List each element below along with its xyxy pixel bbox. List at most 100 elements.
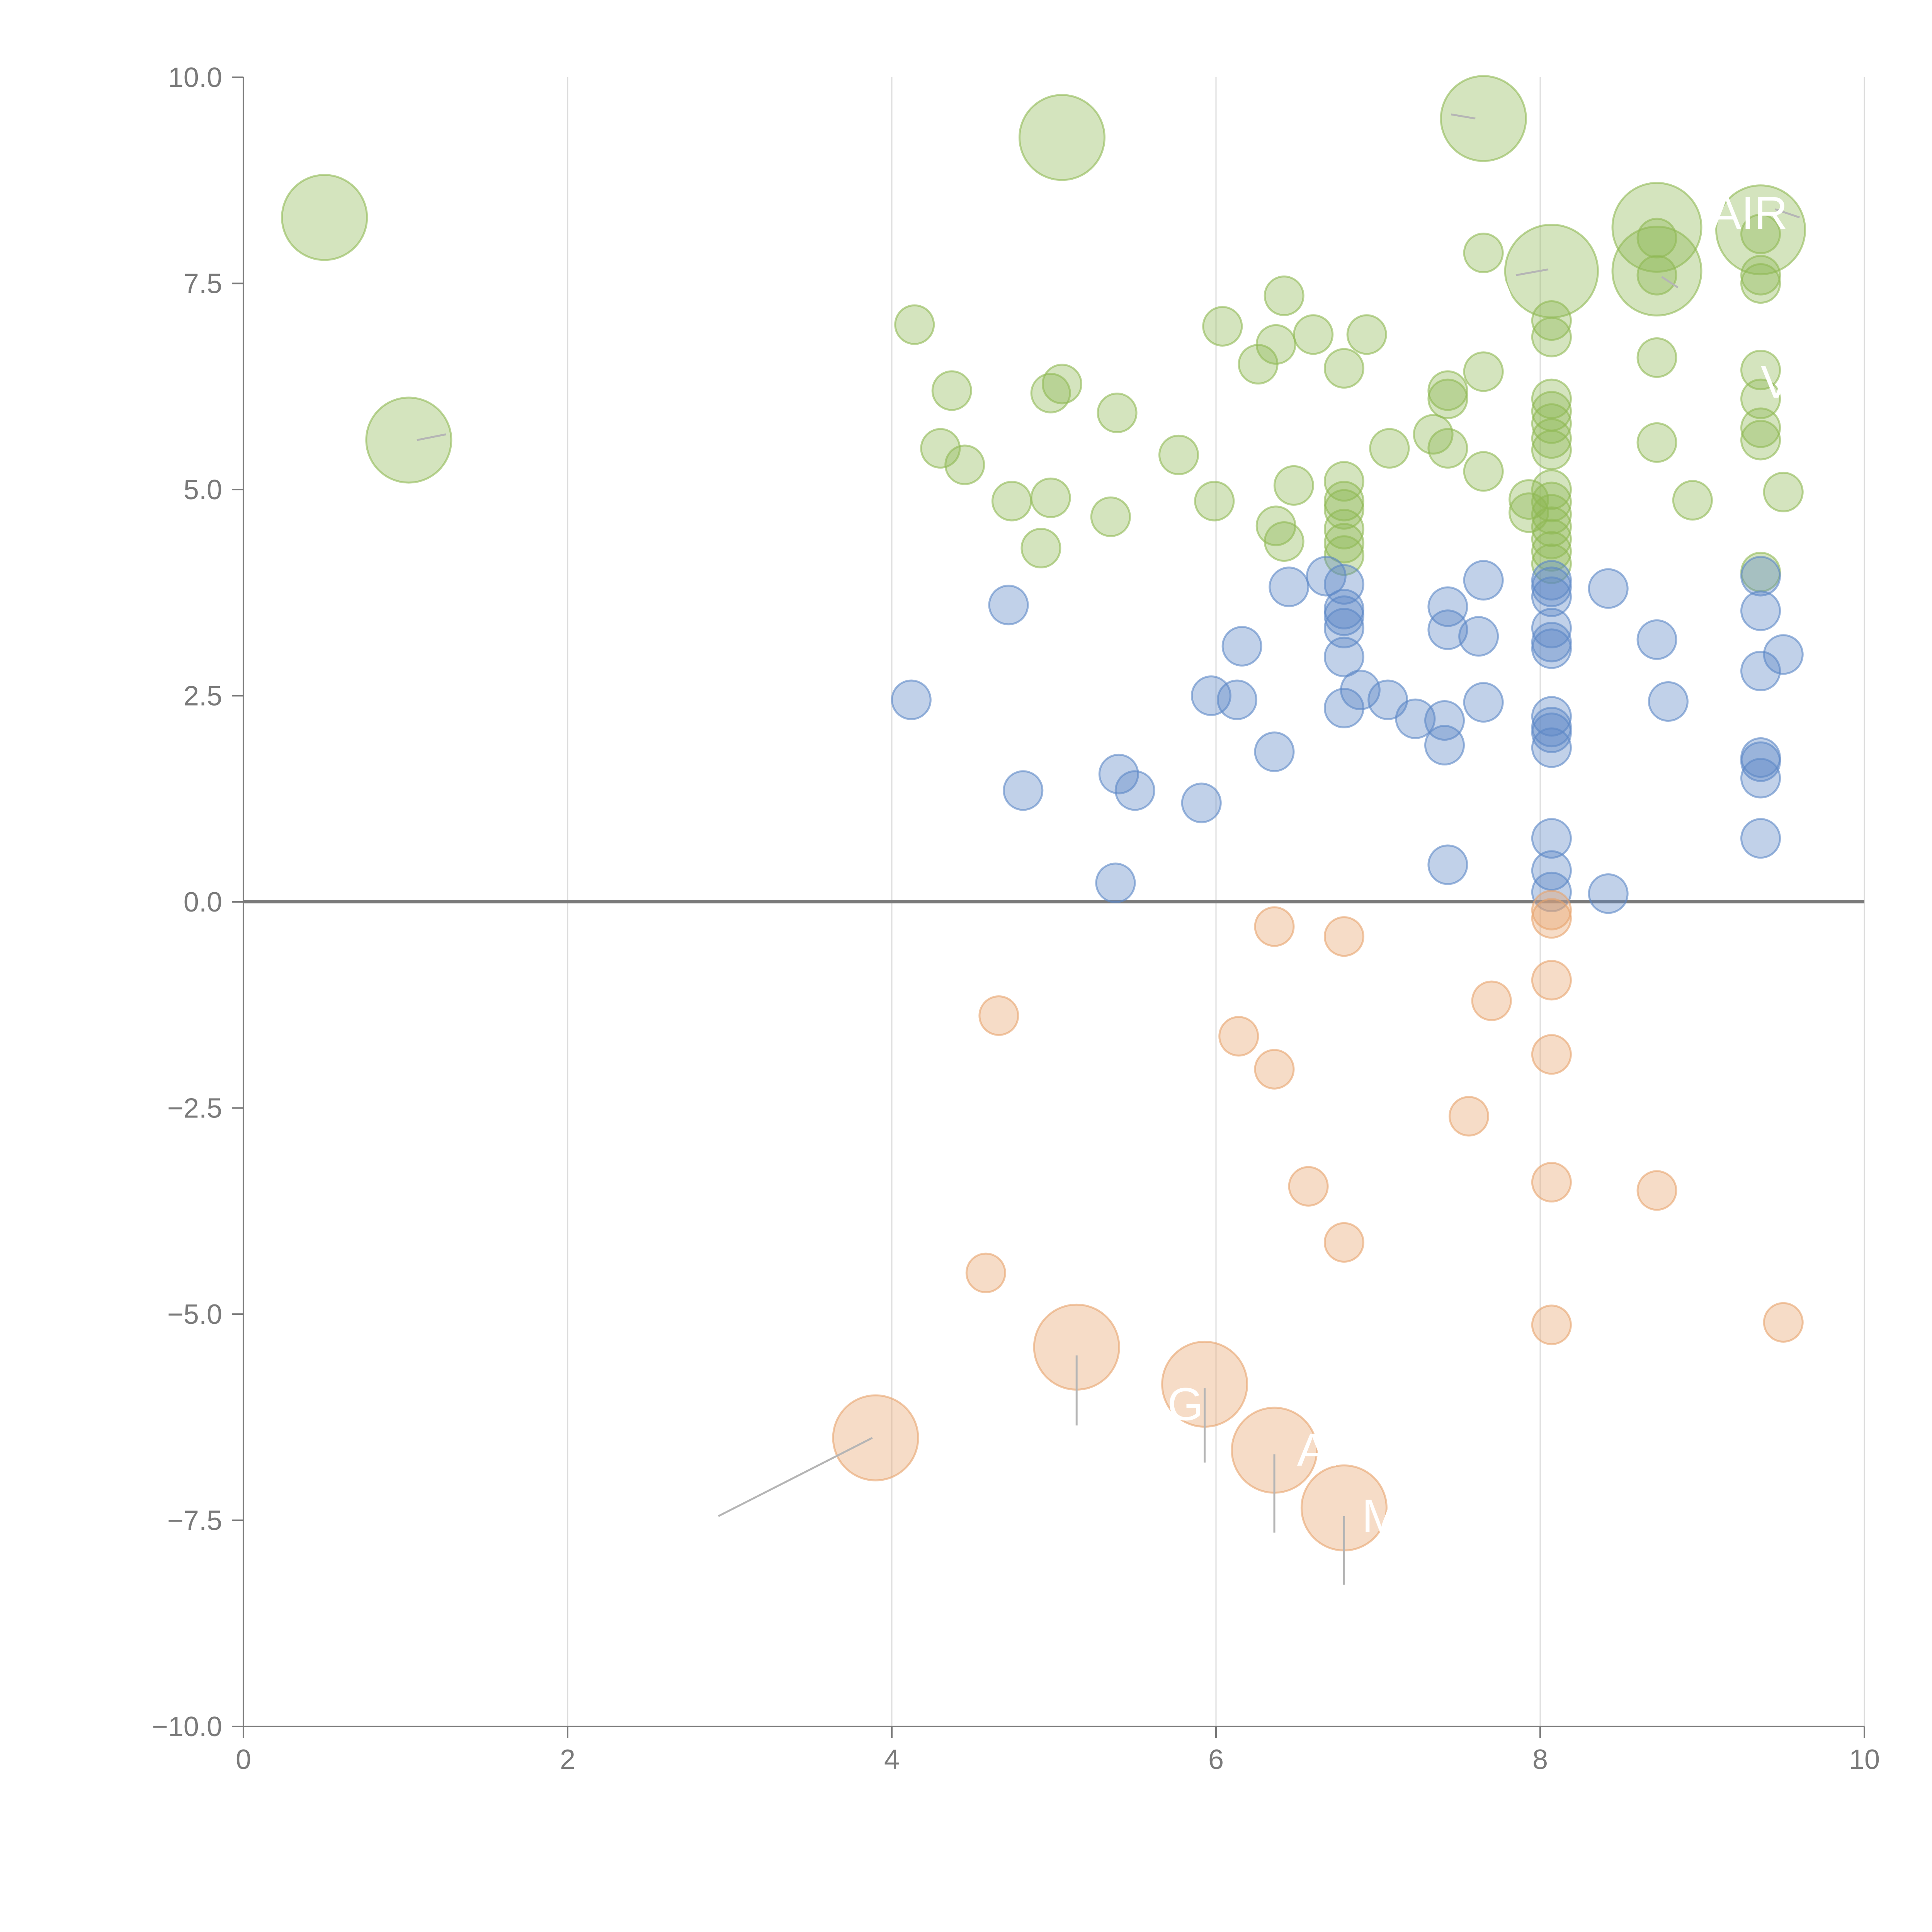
x-tick-label: 6 (1208, 1744, 1224, 1775)
data-point-green (1440, 75, 1527, 162)
data-point-green (1740, 350, 1781, 391)
annotation-label: MT (1362, 1490, 1429, 1542)
data-point-green (1531, 481, 1572, 522)
data-point-green (1531, 300, 1572, 341)
y-tick-label: 2.5 (184, 681, 222, 712)
data-point-orange (1531, 1162, 1572, 1203)
annotation-leader (1451, 113, 1476, 120)
data-point-blue (1095, 862, 1136, 903)
x-tick-label: 2 (560, 1744, 575, 1775)
data-point-orange (1763, 1302, 1804, 1343)
data-point-blue (1424, 725, 1465, 766)
data-point-green (1090, 496, 1131, 537)
data-point-green (1740, 213, 1781, 254)
data-point-blue (1003, 770, 1044, 811)
data-point-blue (1740, 590, 1781, 631)
data-point-blue (1648, 681, 1689, 722)
data-point-green (1255, 324, 1296, 365)
data-point-green (1264, 521, 1304, 562)
data-point-blue (1427, 586, 1468, 627)
data-point-green (1463, 233, 1504, 274)
data-point-green (1346, 314, 1387, 355)
data-point-green (991, 481, 1032, 522)
annotation-leader (718, 1437, 873, 1517)
data-point-green (1041, 364, 1082, 405)
data-point-blue (1458, 616, 1499, 657)
data-point-blue (1181, 782, 1222, 823)
data-point-green (1740, 420, 1781, 461)
data-point-orange (1531, 1034, 1572, 1075)
data-point-green (920, 428, 961, 469)
data-point-green (1740, 407, 1781, 448)
data-point-green (1531, 418, 1572, 459)
data-point-green (1763, 471, 1804, 512)
data-point-blue (1531, 576, 1572, 617)
data-point-green (1097, 393, 1138, 434)
data-point-blue (1463, 560, 1504, 601)
data-point-green (1030, 477, 1071, 518)
y-tick-label: 0.0 (184, 887, 222, 918)
data-point-green (281, 174, 368, 261)
annotation-leader (417, 433, 446, 441)
data-point-green (1293, 314, 1334, 355)
data-point-green (1194, 481, 1235, 522)
data-point-blue (1395, 698, 1436, 739)
data-point-green (1158, 434, 1199, 475)
y-tick-label: 10.0 (168, 62, 222, 93)
data-point-green (1323, 535, 1364, 576)
data-point-blue (1463, 682, 1504, 723)
data-point-green (1273, 465, 1314, 506)
data-points (281, 75, 1806, 1551)
data-point-green (1611, 225, 1702, 316)
data-point-blue (1740, 741, 1781, 782)
data-point-green (1636, 218, 1677, 259)
data-point-green (1323, 348, 1364, 389)
annotation-label: AIR (1710, 187, 1787, 239)
data-point-green (1531, 469, 1572, 510)
x-tick-label: 0 (236, 1744, 251, 1775)
data-point-blue (1098, 753, 1139, 794)
data-point-blue (1531, 628, 1572, 669)
data-point-green (1509, 479, 1549, 520)
data-point-green (1463, 451, 1504, 492)
data-point-green (1463, 351, 1504, 392)
y-tick-label: −7.5 (167, 1505, 222, 1536)
data-point-blue (1323, 636, 1364, 677)
data-point-green (1427, 370, 1468, 411)
y-tick-label: −2.5 (167, 1093, 222, 1124)
data-point-orange (1323, 916, 1364, 957)
data-point-blue (1340, 670, 1381, 711)
y-tick-label: −10.0 (152, 1711, 222, 1742)
data-point-green (1715, 184, 1806, 276)
annotation-label: G (1167, 1379, 1203, 1430)
data-point-blue (1323, 564, 1364, 605)
data-point-orange (1531, 898, 1572, 939)
data-point-blue (1740, 556, 1781, 597)
data-point-blue (1740, 758, 1781, 799)
data-point-orange (1323, 1222, 1364, 1263)
data-point-orange (1218, 1016, 1259, 1057)
data-point-green (1636, 422, 1677, 463)
data-point-blue (1740, 650, 1781, 691)
annotation-leader (1515, 268, 1549, 276)
x-tick-label: 10 (1849, 1744, 1880, 1775)
data-point-orange (978, 995, 1019, 1036)
data-point-orange (1471, 980, 1512, 1021)
data-point-green (1740, 263, 1781, 304)
y-tick-label: 7.5 (184, 269, 222, 299)
data-point-green (1264, 276, 1304, 316)
data-point-green (1531, 531, 1572, 572)
x-tick-label: 8 (1532, 1744, 1548, 1775)
data-point-green (894, 304, 935, 345)
data-point-green (1531, 430, 1572, 471)
x-tick-label: 4 (884, 1744, 900, 1775)
data-point-blue (1531, 566, 1572, 607)
data-point-orange (1288, 1166, 1329, 1207)
data-point-green (1636, 337, 1677, 378)
data-point-green (1020, 528, 1061, 569)
data-point-green (1531, 506, 1572, 547)
data-point-green (1323, 523, 1364, 564)
data-point-blue (1254, 731, 1295, 772)
annotation-leaders (417, 113, 1800, 1585)
